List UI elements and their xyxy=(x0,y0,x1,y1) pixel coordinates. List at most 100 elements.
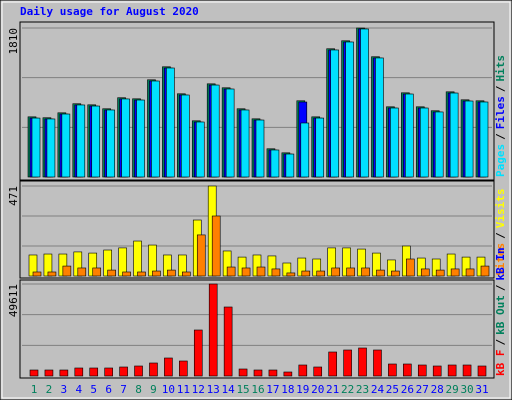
bar xyxy=(376,269,385,277)
legend-entry: Visits xyxy=(494,189,507,229)
bar xyxy=(77,267,87,277)
bar xyxy=(208,283,218,377)
bar xyxy=(360,28,369,178)
bar xyxy=(328,351,337,377)
bar xyxy=(420,268,430,277)
bar xyxy=(136,99,145,178)
bar xyxy=(106,109,115,178)
bar xyxy=(253,369,263,377)
bar xyxy=(89,367,99,377)
bar xyxy=(241,267,251,277)
bar xyxy=(449,92,459,178)
bar xyxy=(44,369,54,377)
bar xyxy=(152,270,161,277)
bar xyxy=(151,80,160,178)
bar xyxy=(255,119,265,178)
chart-title: Daily usage for August 2020 xyxy=(20,5,199,18)
bar xyxy=(134,365,143,377)
bar xyxy=(62,265,72,277)
y-tick-label: 49611 xyxy=(7,284,20,317)
bar xyxy=(61,113,71,178)
legend: Sites / Visits xyxy=(494,189,507,277)
legend-entry: Hits xyxy=(494,55,507,82)
x-tick-label: 22 xyxy=(341,383,354,396)
x-tick-label: 7 xyxy=(120,383,127,396)
x-tick-label: 2 xyxy=(46,383,53,396)
x-tick-label: 1 xyxy=(31,383,38,396)
bar xyxy=(133,240,142,277)
bar xyxy=(434,111,444,178)
bar xyxy=(286,272,296,277)
legend-separator: / xyxy=(494,232,507,239)
bar xyxy=(92,267,102,277)
bar xyxy=(390,107,399,178)
x-tick-label: 14 xyxy=(222,383,236,396)
bar xyxy=(76,104,86,178)
x-tick-label: 19 xyxy=(296,383,309,396)
bar xyxy=(179,360,188,377)
x-tick-label: 20 xyxy=(311,383,324,396)
x-tick-label: 17 xyxy=(266,383,279,396)
bar xyxy=(345,41,354,178)
bar xyxy=(432,365,442,377)
x-tick-label: 8 xyxy=(135,383,142,396)
bar xyxy=(137,271,146,277)
bar xyxy=(300,122,310,178)
bar xyxy=(361,267,370,277)
bar xyxy=(450,268,460,277)
x-tick-label: 9 xyxy=(150,383,157,396)
x-tick-label: 26 xyxy=(401,383,414,396)
legend: kB F / kB Out / kB In xyxy=(494,247,507,376)
x-tick-label: 31 xyxy=(475,383,488,396)
bar xyxy=(417,364,427,377)
bar xyxy=(477,365,487,377)
x-tick-label: 11 xyxy=(177,383,190,396)
x-tick-label: 23 xyxy=(356,383,369,396)
bar xyxy=(226,266,236,277)
bar xyxy=(298,364,308,377)
bar xyxy=(46,118,56,178)
bar xyxy=(107,269,116,277)
bar xyxy=(240,109,250,178)
bar xyxy=(193,329,203,377)
bar xyxy=(29,369,39,377)
bar xyxy=(447,364,457,377)
bar xyxy=(479,101,489,178)
bar xyxy=(225,88,235,178)
x-tick-label: 12 xyxy=(192,383,205,396)
x-tick-label: 27 xyxy=(416,383,429,396)
legend-separator: / xyxy=(494,339,507,346)
x-tick-label: 21 xyxy=(326,383,339,396)
bar xyxy=(256,266,266,277)
bar xyxy=(375,57,384,178)
x-tick-label: 5 xyxy=(90,383,97,396)
bar xyxy=(104,367,113,377)
bar xyxy=(211,215,221,277)
bar xyxy=(181,94,190,178)
bar xyxy=(271,268,281,277)
bar xyxy=(358,347,367,377)
bar xyxy=(405,93,414,178)
bar xyxy=(419,107,429,178)
bar xyxy=(388,363,397,377)
bar xyxy=(122,271,131,277)
bar xyxy=(330,49,339,178)
bar xyxy=(331,267,340,277)
bar xyxy=(47,271,57,277)
bar xyxy=(91,105,101,178)
x-tick-label: 29 xyxy=(446,383,459,396)
x-tick-label: 25 xyxy=(386,383,399,396)
x-tick-label: 3 xyxy=(61,383,68,396)
bar xyxy=(196,234,206,277)
legend: Pages / Files / Hits xyxy=(494,55,507,177)
bar xyxy=(149,362,158,377)
y-tick-label: 471 xyxy=(7,186,20,206)
bar xyxy=(74,367,84,377)
bar xyxy=(119,366,128,377)
bar xyxy=(166,67,175,178)
x-tick-label: 24 xyxy=(371,383,385,396)
bar xyxy=(462,364,472,377)
bar xyxy=(59,369,69,377)
